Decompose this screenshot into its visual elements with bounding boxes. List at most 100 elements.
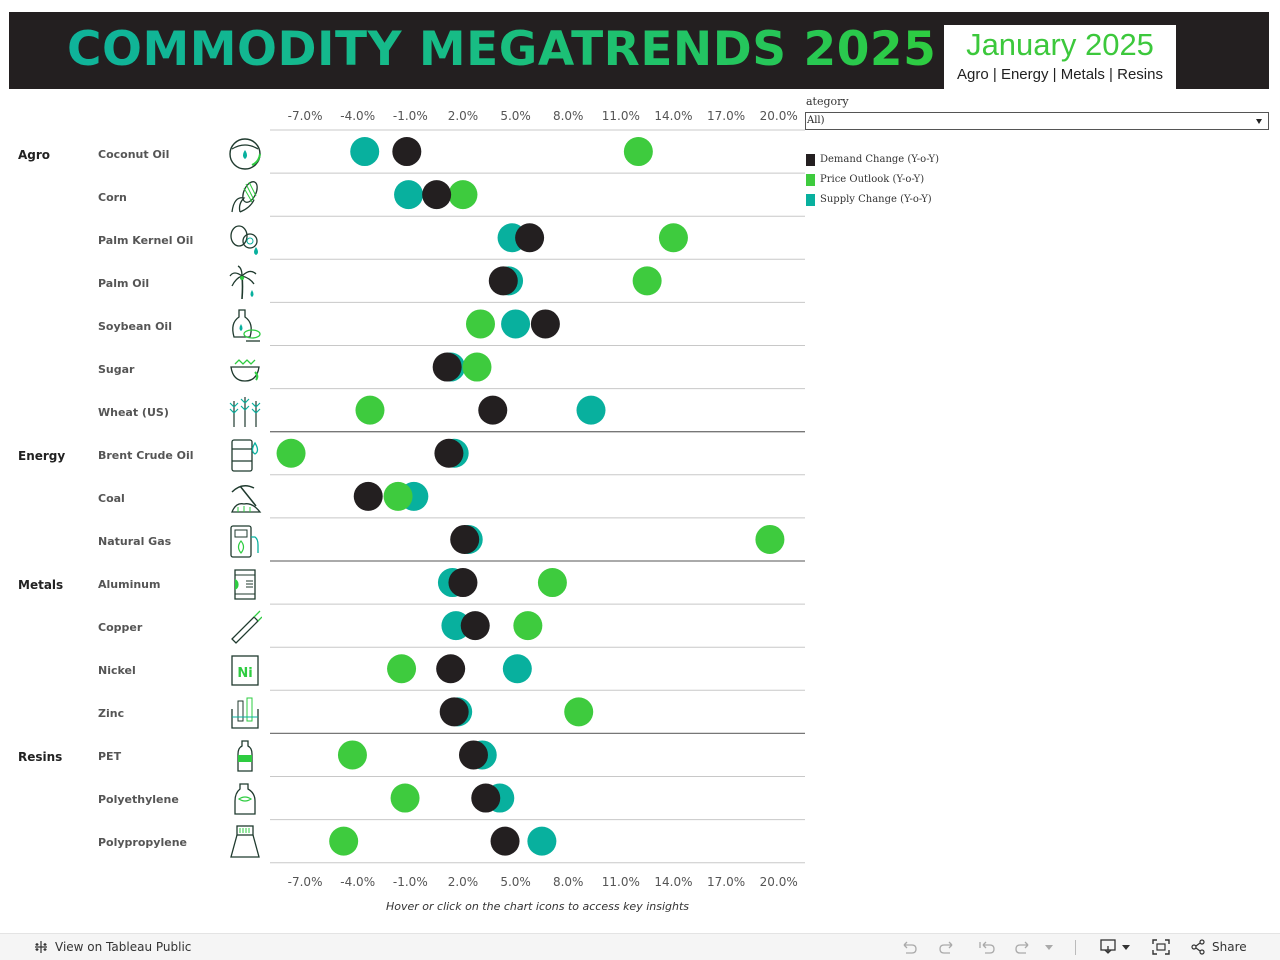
category-filter-dropdown[interactable]: All) — [805, 112, 1269, 130]
demand-dot[interactable] — [392, 137, 422, 167]
demand-dot[interactable] — [432, 352, 462, 382]
demand-dot[interactable] — [490, 826, 520, 856]
price-dot[interactable] — [329, 826, 359, 856]
price-dot[interactable] — [755, 524, 785, 554]
demand-dot[interactable] — [458, 740, 488, 770]
price-dot[interactable] — [387, 654, 417, 684]
dashboard-title: COMMODITY MEGATRENDS 2025 — [67, 22, 937, 77]
demand-dot[interactable] — [471, 783, 501, 813]
coconut-icon[interactable] — [228, 135, 262, 171]
revert-icon[interactable] — [978, 939, 996, 955]
x-tick-label-top: 17.0% — [707, 109, 745, 123]
legend-item-price[interactable]: Price Outlook (Y-o-Y) — [806, 173, 924, 187]
supply-dot[interactable] — [576, 395, 606, 425]
coal-mine-icon[interactable] — [228, 480, 262, 516]
legend-swatch-supply — [806, 194, 815, 206]
x-tick-label-top: 5.0% — [500, 109, 531, 123]
sugar-bowl-icon[interactable] — [228, 350, 262, 386]
x-tick-label-bottom: 8.0% — [553, 875, 584, 889]
palm-tree-icon[interactable] — [228, 264, 262, 300]
demand-dot[interactable] — [460, 611, 490, 641]
x-tick-label-top: 8.0% — [553, 109, 584, 123]
gas-pump-icon[interactable] — [228, 523, 262, 559]
view-on-tableau-link[interactable]: View on Tableau Public — [55, 940, 192, 954]
price-dot[interactable] — [632, 266, 662, 296]
commodity-label: PET — [98, 750, 122, 763]
category-label-agro: Agro — [18, 148, 51, 162]
demand-dot[interactable] — [515, 223, 545, 253]
category-filter-value: All) — [807, 115, 825, 126]
pause-dropdown-icon[interactable] — [1045, 945, 1053, 951]
price-dot[interactable] — [623, 137, 653, 167]
oil-barrel-icon[interactable] — [228, 437, 262, 473]
supply-dot[interactable] — [350, 137, 380, 167]
price-dot[interactable] — [462, 352, 492, 382]
commodity-label: Nickel — [98, 664, 136, 677]
price-dot[interactable] — [564, 697, 594, 727]
legend-item-demand[interactable]: Demand Change (Y-o-Y) — [806, 153, 939, 167]
commodity-label: Polypropylene — [98, 836, 187, 849]
price-dot[interactable] — [537, 568, 567, 598]
demand-dot[interactable] — [478, 395, 508, 425]
polypropylene-bottle-icon[interactable] — [228, 824, 262, 860]
zinc-lab-icon[interactable] — [228, 695, 262, 731]
price-dot[interactable] — [513, 611, 543, 641]
supply-dot[interactable] — [502, 654, 532, 684]
commodity-label: Palm Oil — [98, 277, 150, 290]
nickel-element-icon[interactable]: Ni — [228, 652, 262, 688]
soybean-oil-icon[interactable] — [228, 307, 262, 343]
price-dot[interactable] — [465, 309, 495, 339]
x-tick-label-top: -7.0% — [288, 109, 323, 123]
commodity-dot-chart[interactable]: -7.0% -7.0% -4.0% -4.0% -1.0% -1.0% 2.0% 2.0% 5.… — [0, 0, 806, 896]
supply-dot[interactable] — [527, 826, 557, 856]
price-dot[interactable] — [448, 180, 478, 210]
demand-dot[interactable] — [436, 654, 466, 684]
price-dot[interactable] — [658, 223, 688, 253]
share-icon[interactable] — [1190, 939, 1206, 955]
demand-dot[interactable] — [530, 309, 560, 339]
supply-dot[interactable] — [394, 180, 424, 210]
x-tick-label-top: -4.0% — [340, 109, 375, 123]
refresh-icon[interactable] — [1014, 939, 1032, 955]
price-dot[interactable] — [383, 481, 413, 511]
category-label-resins: Resins — [18, 750, 63, 764]
supply-dot[interactable] — [501, 309, 531, 339]
x-tick-label-top: 11.0% — [602, 109, 640, 123]
palm-kernel-icon[interactable] — [228, 221, 262, 257]
download-dropdown-icon[interactable] — [1122, 945, 1130, 951]
price-dot[interactable] — [276, 438, 306, 468]
legend-label-price: Price Outlook (Y-o-Y) — [820, 174, 925, 185]
aluminum-can-icon[interactable] — [228, 566, 262, 602]
price-dot[interactable] — [390, 783, 420, 813]
fullscreen-icon[interactable] — [1152, 939, 1170, 955]
x-tick-label-top: 2.0% — [448, 109, 479, 123]
tableau-toolbar: View on Tableau Public Share — [0, 933, 1280, 960]
corn-icon[interactable] — [228, 178, 262, 214]
demand-dot[interactable] — [450, 524, 480, 554]
x-tick-label-top: 20.0% — [760, 109, 798, 123]
legend-swatch-demand — [806, 154, 815, 166]
price-dot[interactable] — [337, 740, 367, 770]
download-icon[interactable] — [1100, 939, 1120, 955]
polyethylene-jug-icon[interactable] — [228, 781, 262, 817]
commodity-label: Natural Gas — [98, 535, 172, 548]
x-tick-label-bottom: 11.0% — [602, 875, 640, 889]
commodity-label: Wheat (US) — [98, 406, 169, 419]
demand-dot[interactable] — [448, 568, 478, 598]
pet-bottle-icon[interactable] — [228, 738, 262, 774]
demand-dot[interactable] — [353, 481, 383, 511]
redo-icon[interactable] — [938, 939, 956, 955]
legend-item-supply[interactable]: Supply Change (Y-o-Y) — [806, 193, 932, 207]
share-button[interactable]: Share — [1212, 940, 1247, 954]
commodity-label: Palm Kernel Oil — [98, 234, 194, 247]
demand-dot[interactable] — [488, 266, 518, 296]
price-dot[interactable] — [355, 395, 385, 425]
undo-icon[interactable] — [900, 939, 918, 955]
x-tick-label-bottom: -7.0% — [288, 875, 323, 889]
commodity-label: Polyethylene — [98, 793, 179, 806]
wheat-icon[interactable] — [228, 393, 262, 429]
demand-dot[interactable] — [434, 438, 464, 468]
demand-dot[interactable] — [439, 697, 469, 727]
demand-dot[interactable] — [422, 180, 452, 210]
copper-pipe-icon[interactable] — [228, 609, 262, 645]
